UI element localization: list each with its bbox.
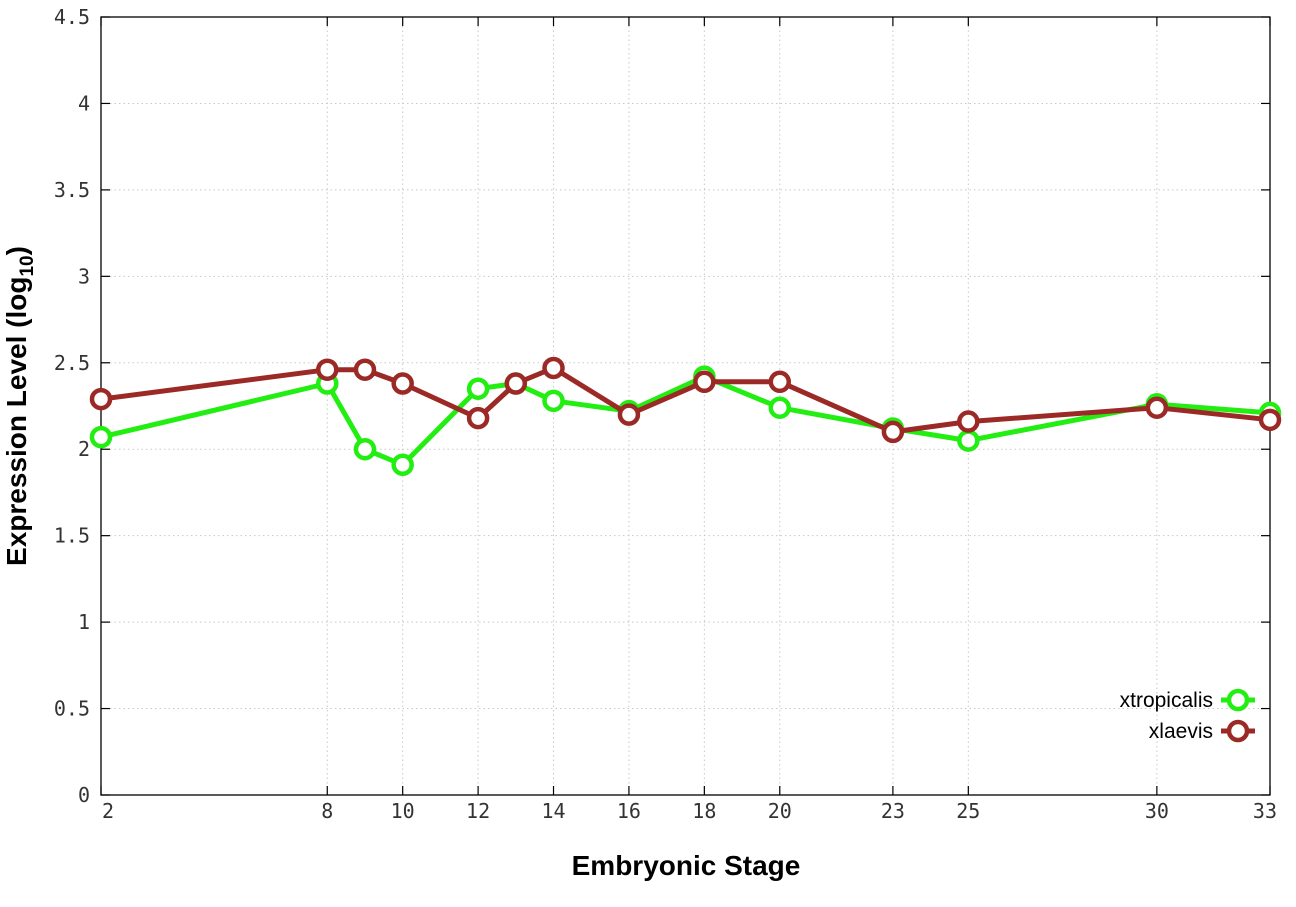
y-axis-title-subscript: 10: [17, 255, 38, 276]
legend-marker-xtropicalis: [1226, 688, 1250, 712]
data-point-xlaevis: [466, 406, 490, 430]
data-point-xlaevis: [504, 372, 528, 395]
data-point-xlaevis: [768, 370, 792, 394]
data-point-xlaevis: [391, 372, 414, 395]
plot-frame: [100, 16, 1271, 796]
y-tick-label: 3.5: [54, 178, 90, 202]
data-point-xlaevis: [316, 358, 339, 381]
x-tick-label: 33: [1253, 799, 1277, 823]
x-tick-label: 2: [102, 799, 114, 823]
data-point-xlaevis: [1145, 396, 1169, 419]
x-tick-label: 12: [466, 799, 490, 823]
x-tick-label: 20: [768, 799, 792, 823]
series-layer: [89, 356, 1282, 477]
data-point-xtropicalis: [466, 377, 490, 400]
data-point-xlaevis: [89, 387, 113, 411]
legend-label-xtropicalis: xtropicalis: [1120, 689, 1213, 712]
y-tick-label: 0.5: [54, 697, 90, 721]
data-point-xtropicalis: [957, 429, 980, 452]
data-point-xlaevis: [957, 410, 980, 433]
series-xtropicalis: [89, 365, 1282, 477]
data-point-xtropicalis: [542, 389, 565, 413]
x-tick-label: 14: [541, 799, 565, 823]
data-point-xtropicalis: [391, 453, 414, 477]
y-tick-label: 4.5: [54, 5, 90, 29]
x-tick-label: 10: [391, 799, 415, 823]
grid-lines: [101, 17, 1270, 795]
x-tick-label: 18: [692, 799, 716, 823]
x-tick-label: 30: [1145, 799, 1169, 823]
tick-labels: 0 0.5 1 1.5 2 2.5 3 3.5 4 4.5 2 8 10 12 14 16 18 20 23 25 30…: [54, 5, 1277, 823]
x-tick-label: 23: [881, 799, 905, 823]
data-point-xlaevis: [1258, 408, 1282, 432]
x-axis-title: Embryonic Stage: [572, 850, 801, 881]
data-point-xtropicalis: [353, 437, 377, 461]
y-tick-label: 2: [78, 437, 90, 461]
y-tick-label: 0: [78, 783, 90, 807]
y-tick-label: 2.5: [54, 351, 90, 375]
y-tick-label: 3: [78, 264, 90, 288]
y-axis-title: Expression Level (log10): [1, 246, 38, 566]
legend-label-xlaevis: xlaevis: [1149, 720, 1213, 743]
x-tick-label: 8: [321, 799, 333, 823]
series-xlaevis: [89, 356, 1282, 444]
data-point-xlaevis: [693, 370, 716, 394]
data-point-xtropicalis: [768, 396, 792, 419]
y-tick-label: 4: [78, 91, 90, 115]
y-axis-title-close: ): [1, 246, 32, 255]
data-point-xlaevis: [353, 358, 377, 381]
y-tick-label: 1.5: [54, 524, 90, 548]
data-point-xlaevis: [881, 420, 905, 444]
x-tick-label: 25: [956, 799, 980, 823]
data-point-xlaevis: [617, 403, 641, 426]
series-line-xlaevis: [100, 365, 1271, 435]
legend: xtropicalis xlaevis: [1120, 688, 1255, 743]
legend-marker-xlaevis: [1226, 719, 1250, 743]
y-tick-label: 1: [78, 610, 90, 634]
x-tick-label: 16: [617, 799, 641, 823]
data-point-xtropicalis: [89, 425, 113, 449]
axis-ticks: [100, 16, 1271, 796]
y-axis-title-main: Expression Level (log: [1, 277, 32, 566]
data-point-xlaevis: [542, 356, 565, 380]
